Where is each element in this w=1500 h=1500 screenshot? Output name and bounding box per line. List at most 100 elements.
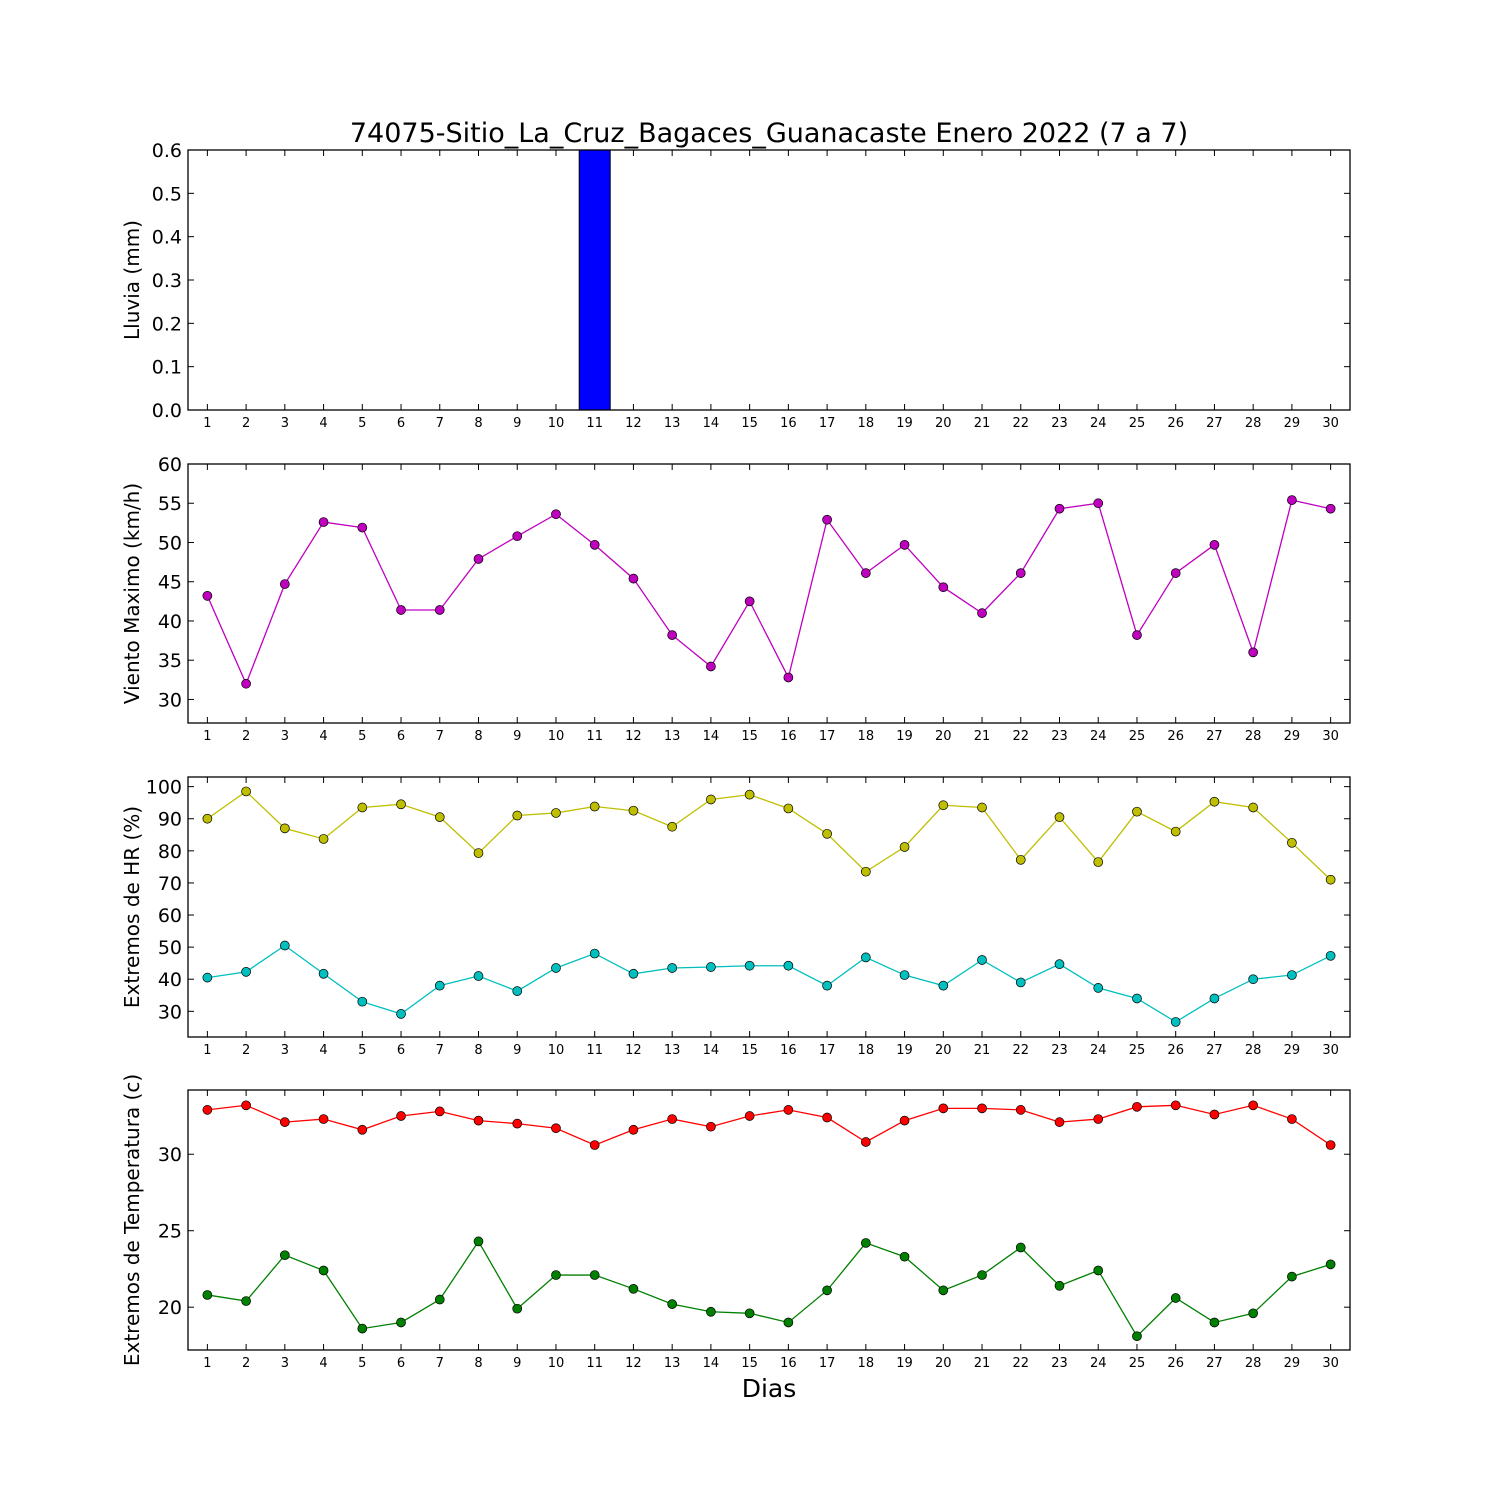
data-point <box>628 573 639 584</box>
data-point <box>1132 1331 1142 1342</box>
data-point <box>1248 974 1259 985</box>
x-tick-label: 23 <box>1051 416 1068 431</box>
y-axis-label: Extremos de HR (%) <box>120 806 144 1008</box>
data-point <box>1054 1117 1065 1127</box>
data-point <box>667 630 678 640</box>
x-tick-label: 22 <box>1012 729 1029 744</box>
data-point <box>783 803 794 814</box>
y-tick-label: 30 <box>158 1001 182 1023</box>
x-tick-label: 20 <box>935 729 952 744</box>
x-tick-label: 28 <box>1245 1356 1262 1371</box>
x-tick-label: 12 <box>625 1043 642 1058</box>
data-point <box>667 821 678 832</box>
x-tick-label: 9 <box>513 416 521 431</box>
y-tick-label: 55 <box>158 493 182 515</box>
data-point <box>512 531 523 542</box>
x-tick-label: 9 <box>513 1356 521 1371</box>
x-tick-label: 11 <box>586 416 603 431</box>
x-tick-label: 10 <box>548 729 565 744</box>
x-tick-label: 29 <box>1284 1356 1301 1371</box>
y-tick-label: 0.4 <box>152 227 182 249</box>
data-point <box>706 962 716 972</box>
x-tick-label: 11 <box>586 1356 603 1371</box>
y-tick-label: 100 <box>146 777 182 799</box>
x-tick-label: 30 <box>1322 416 1339 431</box>
data-point <box>279 940 290 951</box>
x-tick-label: 6 <box>397 1356 405 1371</box>
data-point <box>1132 993 1142 1004</box>
x-tick-label: 10 <box>548 1043 565 1058</box>
data-point <box>241 1100 251 1111</box>
data-point <box>783 960 794 971</box>
y-tick-label: 60 <box>158 905 182 927</box>
data-point <box>1093 498 1104 509</box>
data-point <box>1132 806 1142 817</box>
x-tick-label: 8 <box>474 729 482 744</box>
data-point <box>318 1114 329 1124</box>
data-point <box>1093 1265 1104 1276</box>
data-point <box>706 1121 716 1132</box>
plot-frame <box>187 776 1351 1038</box>
data-point <box>357 1124 368 1135</box>
data-point <box>279 579 290 589</box>
x-tick-label: 2 <box>242 416 250 431</box>
data-point <box>318 834 329 844</box>
x-tick-label: 10 <box>548 416 565 431</box>
data-point <box>628 1283 639 1294</box>
x-tick-label: 4 <box>319 1356 327 1371</box>
x-tick-label: 8 <box>474 1356 482 1371</box>
data-point <box>589 539 600 550</box>
data-point <box>279 1250 290 1261</box>
series-line <box>207 1240 1331 1338</box>
x-tick-label: 16 <box>780 729 797 744</box>
data-point <box>589 801 600 812</box>
y-tick-label: 0.5 <box>152 183 182 205</box>
data-point <box>1325 950 1336 961</box>
y-tick-label: 20 <box>158 1297 182 1319</box>
y-tick-label: 80 <box>158 841 182 863</box>
data-point <box>357 1323 368 1334</box>
x-tick-label: 6 <box>397 1043 405 1058</box>
data-point <box>1248 647 1259 658</box>
x-tick-label: 13 <box>664 416 681 431</box>
data-point <box>1170 826 1181 837</box>
x-tick-label: 15 <box>741 729 758 744</box>
x-tick-label: 29 <box>1284 416 1301 431</box>
x-tick-label: 11 <box>586 729 603 744</box>
data-point <box>1325 1140 1336 1150</box>
x-tick-label: 25 <box>1129 729 1146 744</box>
plot-frame <box>187 463 1351 724</box>
y-tick-label: 50 <box>158 937 182 959</box>
x-tick-label: 7 <box>436 416 444 431</box>
data-point <box>1015 1105 1026 1115</box>
data-point <box>357 522 368 533</box>
data-point <box>822 514 832 525</box>
data-point <box>899 1115 910 1126</box>
data-point <box>473 1115 484 1126</box>
x-tick-label: 19 <box>896 729 913 744</box>
data-point <box>241 1296 251 1306</box>
x-tick-label: 23 <box>1051 1043 1068 1058</box>
y-tick-label: 30 <box>158 1144 182 1166</box>
data-point <box>744 789 755 800</box>
data-point <box>977 1103 987 1114</box>
data-point <box>1209 796 1220 807</box>
x-tick-label: 24 <box>1090 1356 1107 1371</box>
data-point <box>241 786 251 797</box>
data-point <box>977 1270 987 1280</box>
data-point <box>1015 568 1026 578</box>
x-tick-label: 28 <box>1245 416 1262 431</box>
y-tick-label: 60 <box>158 454 182 476</box>
data-point <box>512 986 523 996</box>
data-point <box>899 539 910 550</box>
data-point <box>1248 1308 1259 1319</box>
x-tick-label: 27 <box>1206 1356 1223 1371</box>
data-point <box>1170 1293 1181 1303</box>
x-tick-label: 18 <box>858 729 875 744</box>
data-point <box>512 810 523 821</box>
x-tick-label: 26 <box>1167 416 1184 431</box>
x-tick-label: 30 <box>1322 1043 1339 1058</box>
data-point <box>938 1103 949 1114</box>
x-tick-label: 4 <box>319 416 327 431</box>
